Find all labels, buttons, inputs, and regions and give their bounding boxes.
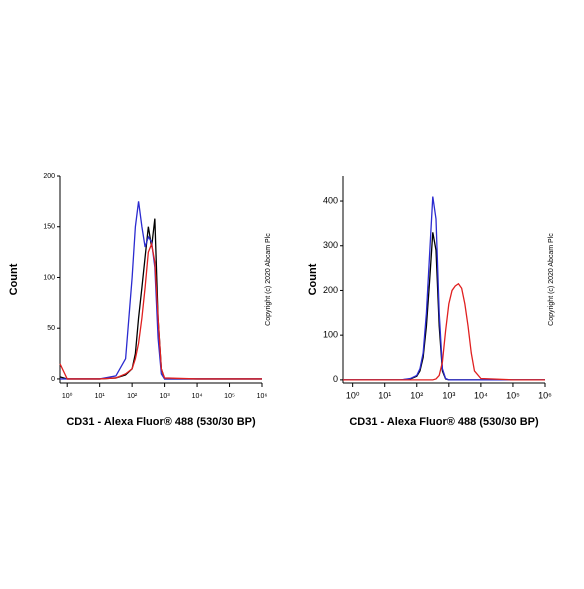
x-axis-label: CD31 - Alexa Fluor® 488 (530/30 BP) [349, 416, 539, 428]
x-tick-label: 10⁴ [192, 393, 203, 400]
x-tick-label: 10² [410, 390, 423, 400]
x-tick-label: 10⁰ [346, 390, 360, 400]
panel: 0 50 100 150 200 10⁰ 10¹ 10² 10³ 10⁴ 10⁵ 10⁶ CD31 - … [8, 173, 272, 428]
x-tick-label: 10² [127, 393, 138, 400]
y-tick-label: 100 [323, 330, 338, 340]
series-line [343, 282, 545, 381]
y-axis-label: Count [8, 263, 20, 295]
x-tick-label: 10¹ [378, 390, 391, 400]
x-tick-label: 10⁶ [538, 390, 552, 400]
panel: 0 100 200 300 400 10⁰ 10¹ 10² 10³ 10⁴ 10⁵ 10⁶ CD31 -… [307, 176, 555, 428]
x-axis-label: CD31 - Alexa Fluor® 488 (530/30 BP) [66, 416, 256, 428]
y-tick-label: 0 [51, 376, 55, 383]
y-tick-label: 200 [43, 173, 55, 180]
y-tick-label: 200 [323, 285, 338, 295]
y-tick-label: 300 [323, 240, 338, 250]
x-tick-label: 10⁴ [474, 390, 488, 400]
x-tick-label: 10¹ [95, 393, 106, 400]
copyright: Copyright (c) 2020 Abcam Plc [548, 233, 555, 326]
y-tick-label: 150 [43, 224, 55, 231]
x-tick-label: 10³ [160, 393, 171, 400]
y-tick-label: 50 [47, 325, 55, 332]
y-tick-label: 400 [323, 195, 338, 205]
y-tick-label: 100 [43, 274, 55, 281]
series-line [60, 201, 262, 380]
series-line [59, 241, 262, 380]
x-tick-label: 10⁰ [62, 392, 73, 400]
copyright: Copyright (c) 2020 Abcam Plc [265, 233, 272, 326]
y-axis-label: Count [307, 263, 319, 295]
x-tick-label: 10⁶ [257, 393, 268, 400]
x-tick-label: 10⁵ [506, 390, 520, 400]
x-tick-label: 10⁵ [224, 393, 235, 400]
series-line [343, 232, 545, 381]
series-line [343, 196, 545, 381]
y-tick-label: 0 [333, 374, 338, 384]
x-tick-label: 10³ [442, 390, 455, 400]
